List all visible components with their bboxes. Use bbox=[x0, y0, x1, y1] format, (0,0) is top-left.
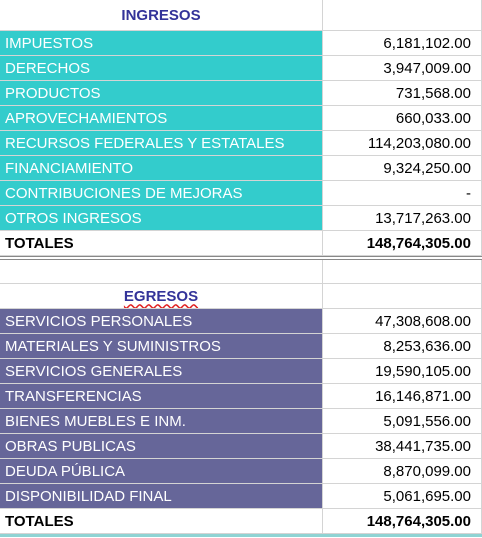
egresos-title-text: EGRESOS bbox=[123, 287, 199, 305]
title-blank bbox=[323, 0, 482, 31]
row-label: CONTRIBUCIONES DE MEJORAS bbox=[0, 181, 323, 206]
row-label: MATERIALES Y SUMINISTROS bbox=[0, 334, 323, 359]
row-label-text: SERVICIOS PERSONALES bbox=[5, 312, 193, 330]
blank-row bbox=[0, 260, 323, 284]
row-label-text: DERECHOS bbox=[5, 59, 91, 77]
row-label: OTROS INGRESOS bbox=[0, 206, 323, 231]
row-amount: 8,870,099.00 bbox=[323, 459, 482, 484]
row-label: DISPONIBILIDAD FINAL bbox=[0, 484, 323, 509]
row-amount-text: 114,203,080.00 bbox=[367, 134, 471, 152]
total-label: TOTALES bbox=[0, 509, 323, 534]
row-amount-text: 8,253,636.00 bbox=[383, 337, 471, 355]
total-amount: 148,764,305.00 bbox=[323, 509, 482, 534]
row-amount: 5,061,695.00 bbox=[323, 484, 482, 509]
row-amount-text: 3,947,009.00 bbox=[383, 59, 471, 77]
row-label: SERVICIOS PERSONALES bbox=[0, 309, 323, 334]
row-amount-text: 6,181,102.00 bbox=[383, 34, 471, 52]
row-label: SERVICIOS GENERALES bbox=[0, 359, 323, 384]
row-label: FINANCIAMIENTO bbox=[0, 156, 323, 181]
row-label: DEUDA PÚBLICA bbox=[0, 459, 323, 484]
row-amount-text: 731,568.00 bbox=[395, 84, 471, 102]
total-amount: 148,764,305.00 bbox=[323, 231, 482, 256]
row-amount: 3,947,009.00 bbox=[323, 56, 482, 81]
row-label: APROVECHAMIENTOS bbox=[0, 106, 323, 131]
bottom-rule bbox=[0, 534, 482, 537]
row-amount: 731,568.00 bbox=[323, 81, 482, 106]
row-amount: 47,308,608.00 bbox=[323, 309, 482, 334]
row-label-text: TRANSFERENCIAS bbox=[5, 387, 142, 405]
row-amount-text: 8,870,099.00 bbox=[383, 462, 471, 480]
row-amount: 8,253,636.00 bbox=[323, 334, 482, 359]
total-amount-text: 148,764,305.00 bbox=[366, 512, 471, 530]
row-label-text: APROVECHAMIENTOS bbox=[5, 109, 168, 127]
row-amount: 19,590,105.00 bbox=[323, 359, 482, 384]
row-amount: 6,181,102.00 bbox=[323, 31, 482, 56]
row-amount: 13,717,263.00 bbox=[323, 206, 482, 231]
row-label: TRANSFERENCIAS bbox=[0, 384, 323, 409]
row-label-text: OBRAS PUBLICAS bbox=[5, 437, 136, 455]
row-label-text: IMPUESTOS bbox=[5, 34, 94, 52]
row-amount-text: 5,061,695.00 bbox=[383, 487, 471, 505]
row-amount-text: 38,441,735.00 bbox=[375, 437, 471, 455]
row-amount: 16,146,871.00 bbox=[323, 384, 482, 409]
row-label: RECURSOS FEDERALES Y ESTATALES bbox=[0, 131, 323, 156]
row-amount: 114,203,080.00 bbox=[323, 131, 482, 156]
row-label: PRODUCTOS bbox=[0, 81, 323, 106]
row-amount-text: 16,146,871.00 bbox=[375, 387, 471, 405]
row-label: BIENES MUEBLES E INM. bbox=[0, 409, 323, 434]
egresos-title: EGRESOS bbox=[0, 284, 323, 309]
row-amount: - bbox=[323, 181, 482, 206]
row-amount: 5,091,556.00 bbox=[323, 409, 482, 434]
row-label-text: FINANCIAMIENTO bbox=[5, 159, 134, 177]
ingresos-title: INGRESOS bbox=[0, 0, 323, 31]
row-label-text: SERVICIOS GENERALES bbox=[5, 362, 183, 380]
row-amount-text: 5,091,556.00 bbox=[383, 412, 471, 430]
ingresos-title-text: INGRESOS bbox=[121, 6, 201, 24]
title-blank bbox=[323, 284, 482, 309]
row-label-text: DEUDA PÚBLICA bbox=[5, 462, 126, 480]
row-amount: 9,324,250.00 bbox=[323, 156, 482, 181]
row-amount-text: 19,590,105.00 bbox=[375, 362, 471, 380]
row-label: DERECHOS bbox=[0, 56, 323, 81]
blank-row bbox=[323, 260, 482, 284]
row-amount-text: 13,717,263.00 bbox=[375, 209, 471, 227]
row-label: OBRAS PUBLICAS bbox=[0, 434, 323, 459]
row-amount-text: - bbox=[466, 184, 471, 202]
row-label-text: MATERIALES Y SUMINISTROS bbox=[5, 337, 221, 355]
row-amount: 38,441,735.00 bbox=[323, 434, 482, 459]
row-amount-text: 47,308,608.00 bbox=[375, 312, 471, 330]
row-label-text: OTROS INGRESOS bbox=[5, 209, 142, 227]
row-label-text: DISPONIBILIDAD FINAL bbox=[5, 487, 172, 505]
double-rule bbox=[0, 256, 482, 260]
total-amount-text: 148,764,305.00 bbox=[366, 234, 471, 252]
row-label-text: CONTRIBUCIONES DE MEJORAS bbox=[5, 184, 243, 202]
row-label-text: RECURSOS FEDERALES Y ESTATALES bbox=[5, 134, 285, 152]
row-label-text: BIENES MUEBLES E INM. bbox=[5, 412, 186, 430]
row-label: IMPUESTOS bbox=[0, 31, 323, 56]
total-label-text: TOTALES bbox=[5, 234, 74, 252]
row-amount-text: 660,033.00 bbox=[395, 109, 471, 127]
row-amount: 660,033.00 bbox=[323, 106, 482, 131]
row-amount-text: 9,324,250.00 bbox=[383, 159, 471, 177]
total-label-text: TOTALES bbox=[5, 512, 74, 530]
row-label-text: PRODUCTOS bbox=[5, 84, 101, 102]
total-label: TOTALES bbox=[0, 231, 323, 256]
